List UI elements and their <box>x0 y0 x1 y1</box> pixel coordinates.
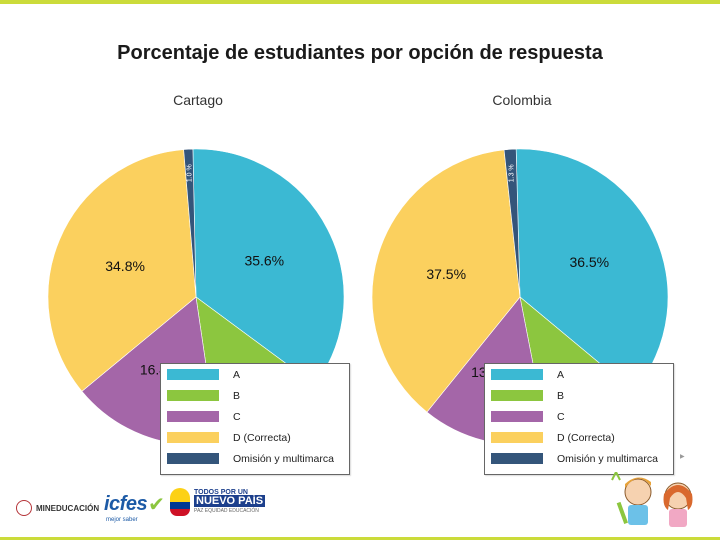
check-icon: ✔ <box>148 494 165 516</box>
legend-item-a: A <box>485 364 673 385</box>
legend-swatch-c <box>491 411 543 422</box>
pie-chart-colombia: 36.5%10.9%13.9%37.5%1.3 % Colombia ABCD … <box>352 88 692 480</box>
legend-item-c: C <box>161 406 349 427</box>
legend-label-a: A <box>557 368 565 381</box>
pie-slice-a-colombia <box>515 148 669 393</box>
pie-label-a-colombia: 36.5% <box>569 254 609 270</box>
pie-slice-omision-cartago <box>183 148 197 298</box>
legend-item-b: B <box>161 385 349 406</box>
legend-label-d: D (Correcta) <box>557 431 615 444</box>
kids-illustration <box>611 472 693 527</box>
seal-icon <box>16 500 32 516</box>
pie-label-d-colombia: 37.5% <box>426 266 466 282</box>
pie-label-a-cartago: 35.6% <box>244 252 284 268</box>
legend-item-d: D (Correcta) <box>485 427 673 448</box>
pais-line2: NUEVO PAÍS <box>194 495 266 507</box>
legend-label-omision: Omisión y multimarca <box>557 452 658 465</box>
legend-label-a: A <box>233 368 241 381</box>
legend-item-a: A <box>161 364 349 385</box>
legend-swatch-d <box>167 432 219 443</box>
legend-item-b: B <box>485 385 673 406</box>
nuevo-pais-logo: TODOS POR UN NUEVO PAÍS PAZ EQUIDAD EDUC… <box>170 488 266 516</box>
icfes-text: icfes <box>104 493 148 515</box>
bottom-stripe <box>0 537 720 540</box>
legend-swatch-d <box>491 432 543 443</box>
legend-swatch-b <box>167 390 219 401</box>
legend-swatch-c <box>167 411 219 422</box>
next-arrow-icon: ▶ <box>680 454 685 460</box>
legend-swatch-omision <box>167 453 219 464</box>
legend-item-omision: Omisión y multimarca <box>485 448 673 469</box>
icfes-subtext: mejor saber <box>106 517 138 523</box>
pie-slice-d-cartago <box>47 149 197 392</box>
pie-label-d-cartago: 34.8% <box>105 258 145 274</box>
legend-label-b: B <box>233 389 241 402</box>
chart-title-colombia: Colombia <box>492 92 552 108</box>
legend-swatch-a <box>491 369 543 380</box>
footer-logos: MINEDUCACIÓN icfes ✔ mejor saber TODOS P… <box>0 478 720 536</box>
pie-slice-a-cartago <box>192 148 345 386</box>
legend-swatch-omision <box>491 453 543 464</box>
legend-item-d: D (Correcta) <box>161 427 349 448</box>
mineducacion-logo: MINEDUCACIÓN <box>16 500 99 516</box>
legend-label-d: D (Correcta) <box>233 431 291 444</box>
legend-item-c: C <box>485 406 673 427</box>
top-stripe <box>0 0 720 4</box>
legend-label-omision: Omisión y multimarca <box>233 452 334 465</box>
legend-label-c: C <box>557 410 565 423</box>
page-title: Porcentaje de estudiantes por opción de … <box>117 42 603 64</box>
pais-line3: PAZ EQUIDAD EDUCACIÓN <box>194 508 259 514</box>
pie-slice-d-colombia <box>371 149 521 413</box>
legend-item-omision: Omisión y multimarca <box>161 448 349 469</box>
legend-label-c: C <box>233 410 241 423</box>
pie-label-omision-cartago: 1.0 % <box>186 164 193 182</box>
legend-swatch-b <box>491 390 543 401</box>
pie-label-omision-colombia: 1.3 % <box>509 164 516 182</box>
icfes-logo: icfes ✔ mejor saber <box>104 492 165 523</box>
chart-title-cartago: Cartago <box>173 92 223 108</box>
legend-swatch-a <box>167 369 219 380</box>
colombia-flag-icon <box>170 488 190 516</box>
mineducacion-text: MINEDUCACIÓN <box>36 503 100 513</box>
pais-line1: TODOS POR UN <box>194 489 248 496</box>
legend-label-b: B <box>557 389 565 402</box>
pie-slice-omision-colombia <box>503 148 521 298</box>
